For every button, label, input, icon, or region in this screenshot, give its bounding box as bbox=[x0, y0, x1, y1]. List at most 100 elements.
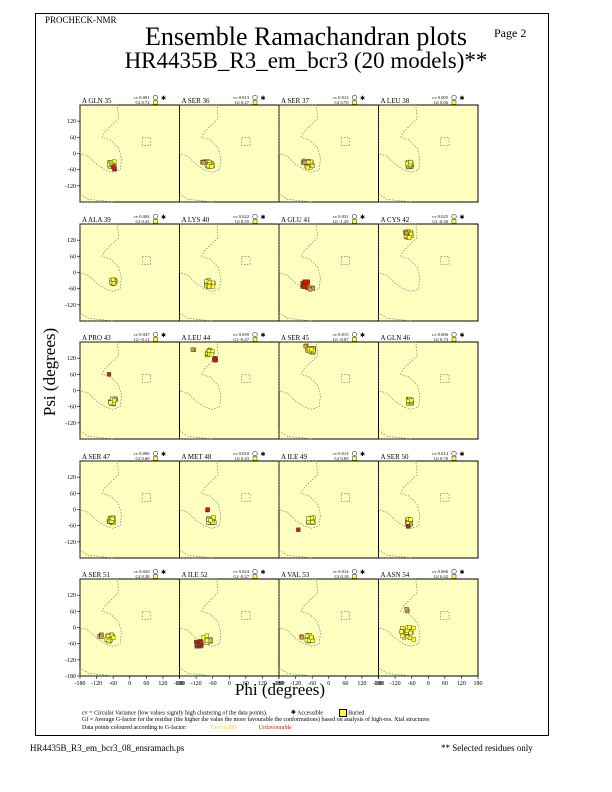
panel-13-label: A SER 47 bbox=[82, 453, 111, 461]
panel-08-cv: cv 0.025 bbox=[432, 214, 449, 219]
panel-01-region-3 bbox=[141, 137, 151, 146]
panel-14-region-1 bbox=[179, 460, 222, 529]
panel-04-gf: Gf 0.66 bbox=[434, 100, 449, 105]
panel-12-label: A GLN 46 bbox=[381, 334, 411, 342]
panel-03-gf-icon bbox=[352, 100, 357, 105]
y-axis-label: Psi (degrees) bbox=[40, 327, 59, 417]
panel-05-label: A ALA 39 bbox=[82, 216, 111, 224]
panel-19-point-17 bbox=[309, 635, 314, 640]
panel-04-gf-icon bbox=[451, 100, 457, 105]
panel-11-region-2 bbox=[278, 430, 313, 440]
panel-12 bbox=[378, 341, 479, 440]
panel-14-point-17 bbox=[211, 515, 216, 520]
legend-colour-text: Data points coloured according to G-fact… bbox=[82, 725, 187, 731]
panel-05-cv-icon bbox=[152, 213, 159, 220]
panel-09-region-2 bbox=[79, 430, 114, 440]
panel-19-point-20 bbox=[299, 635, 305, 640]
panel-15-label: A ILE 49 bbox=[281, 453, 308, 461]
panel-20-cv: cv 0.066 bbox=[432, 569, 449, 574]
x-tick-label: 60 bbox=[243, 681, 249, 687]
panel-18-accessible-icon: ✱ bbox=[260, 569, 265, 576]
panel-18-region-3 bbox=[241, 610, 251, 620]
x-tick-label: -120 bbox=[390, 681, 401, 687]
panel-18-label: A ILE 52 bbox=[182, 571, 209, 579]
panel-03-point-17 bbox=[305, 165, 310, 170]
panel-11-region-3 bbox=[340, 373, 350, 383]
panel-17-region-1 bbox=[79, 578, 122, 647]
panel-09-label: A PRO 43 bbox=[82, 334, 111, 342]
panel-20-accessible-icon: ✱ bbox=[459, 569, 464, 576]
x-tick-label: 0 bbox=[427, 681, 430, 687]
panel-16 bbox=[378, 460, 479, 559]
panel-17-gf-icon bbox=[153, 574, 158, 579]
y-tick-label: -60 bbox=[68, 168, 76, 174]
panel-08-point-16 bbox=[407, 235, 412, 240]
panel-18-region-1 bbox=[179, 578, 222, 647]
panel-17-gf: Gf 0.38 bbox=[135, 574, 150, 579]
panel-13-region-2 bbox=[79, 549, 114, 559]
y-tick-label: 0 bbox=[73, 152, 76, 158]
panel-17 bbox=[79, 578, 180, 677]
panel-14-point-20 bbox=[205, 507, 210, 512]
panel-19-region-2 bbox=[278, 667, 313, 677]
panel-18-cv-icon bbox=[252, 568, 258, 575]
panel-07-label: A GLU 41 bbox=[281, 216, 311, 224]
x-tick-label: 120 bbox=[258, 681, 267, 687]
x-tick-label: 120 bbox=[457, 681, 466, 687]
y-tick-label: -120 bbox=[65, 184, 76, 190]
panel-20-point-16 bbox=[407, 635, 413, 640]
panel-17-accessible-icon: ✱ bbox=[161, 569, 166, 576]
x-tick-label: 180 bbox=[474, 681, 483, 687]
panel-07-region-2 bbox=[278, 312, 313, 322]
x-tick-label: -180 bbox=[274, 681, 285, 687]
panel-18-point-12 bbox=[204, 633, 209, 638]
panel-15-point-18 bbox=[310, 520, 315, 525]
panel-13-region-1 bbox=[79, 460, 122, 529]
panel-17-cv-icon bbox=[152, 568, 159, 575]
x-tick-label: -120 bbox=[191, 681, 202, 687]
panel-02-gf: Gf 0.27 bbox=[235, 100, 250, 105]
x-tick-label: 120 bbox=[158, 681, 167, 687]
accessible-icon: ✱ bbox=[290, 710, 296, 717]
panel-11-region-1 bbox=[278, 341, 321, 410]
panel-03-region-1 bbox=[278, 104, 321, 173]
panel-12-point-20 bbox=[409, 398, 414, 403]
panel-07-region-3 bbox=[340, 255, 350, 265]
panel-01-gf-icon bbox=[153, 100, 158, 105]
panel-03-point-20 bbox=[302, 160, 307, 165]
x-tick-label: 60 bbox=[442, 681, 448, 687]
panel-06-region-3 bbox=[241, 255, 251, 265]
panel-02-accessible-icon: ✱ bbox=[260, 95, 265, 102]
panel-05 bbox=[79, 223, 180, 322]
panel-14-region-2 bbox=[179, 549, 213, 559]
panel-20-region-2 bbox=[378, 667, 412, 677]
panel-20-point-14 bbox=[399, 629, 404, 634]
panel-09-region-1 bbox=[79, 341, 122, 410]
panel-02-point-16 bbox=[209, 164, 214, 169]
panel-20 bbox=[378, 578, 479, 677]
panel-11-label: A SER 45 bbox=[281, 334, 310, 342]
y-tick-label: 120 bbox=[67, 475, 76, 481]
panel-12-region-3 bbox=[440, 373, 450, 383]
chart-subtitle: HR4435B_R3_em_bcr3 (20 models)** bbox=[124, 48, 488, 73]
x-tick-label: 0 bbox=[327, 681, 330, 687]
panel-16-region-2 bbox=[378, 549, 412, 559]
panel-01-point-20 bbox=[111, 165, 116, 170]
panel-09-cv-icon bbox=[152, 331, 159, 338]
panel-15-point-19 bbox=[306, 516, 311, 521]
panel-12-region-1 bbox=[378, 341, 421, 410]
panel-08-cv-icon bbox=[451, 213, 457, 220]
y-tick-label: -60 bbox=[68, 287, 76, 293]
panel-09-gf: Gf -0.12 bbox=[134, 337, 150, 342]
legend-cv-text: cv = Circular Variance (low values signi… bbox=[82, 710, 268, 717]
panel-14-accessible-icon: ✱ bbox=[260, 451, 265, 458]
panel-02-cv-icon bbox=[252, 94, 258, 101]
panel-09-gf-icon bbox=[153, 337, 158, 342]
panel-04-region-2 bbox=[378, 193, 412, 203]
panel-08-region-1 bbox=[378, 223, 421, 292]
panel-06-label: A LYS 40 bbox=[182, 216, 210, 224]
chart-title: Ensemble Ramachandran plots bbox=[144, 22, 468, 51]
panel-05-region-1 bbox=[79, 223, 122, 292]
panel-08-gf: Gf -0.30 bbox=[432, 219, 448, 224]
x-tick-label: -60 bbox=[408, 681, 416, 687]
